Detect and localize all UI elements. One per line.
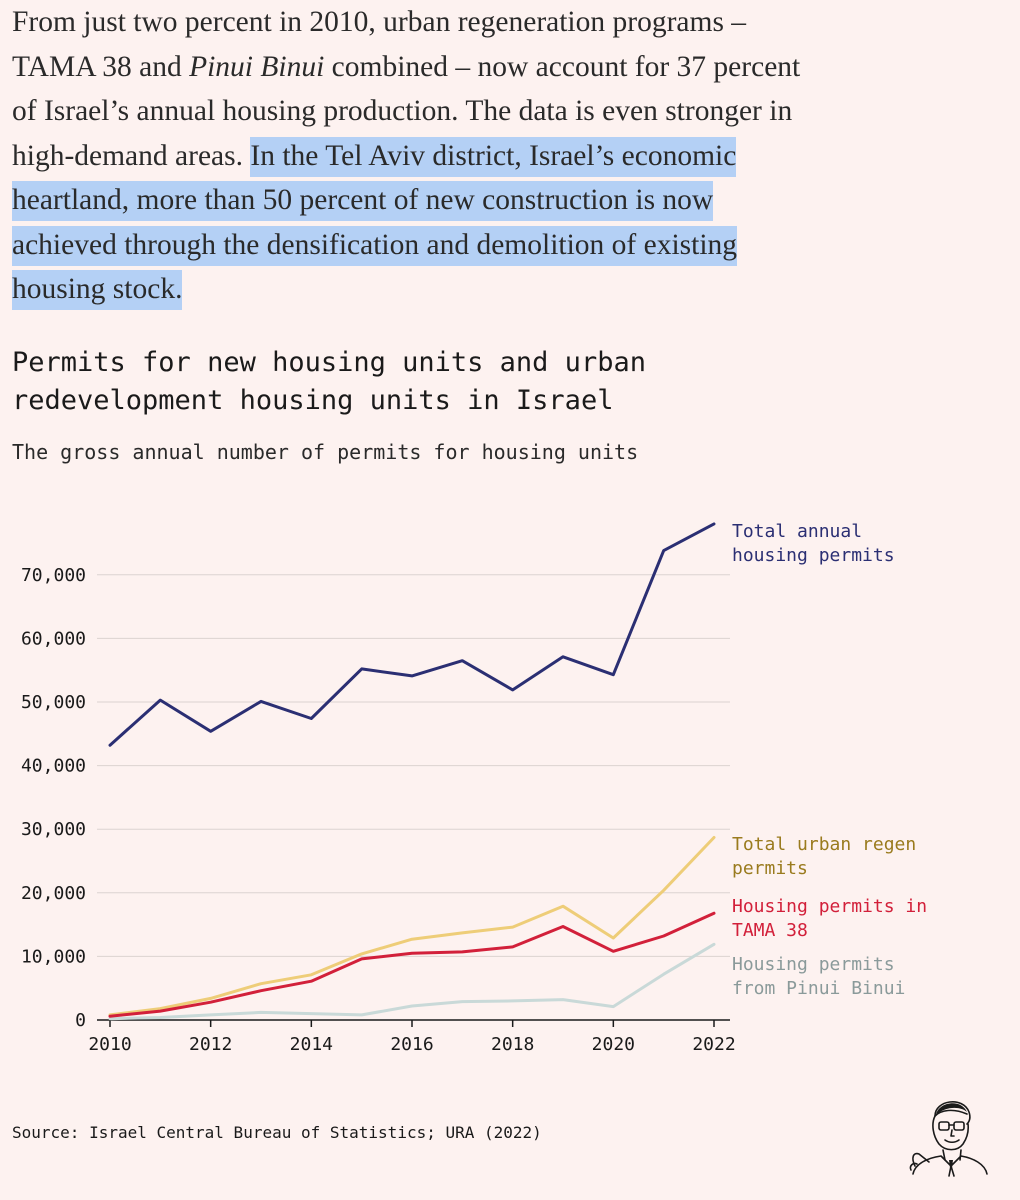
intro-line: of Israel’s annual housing production. T… (12, 89, 1002, 134)
line-chart: 0 10,000 20,000 30,000 40,000 50,000 60,000 70,… (21, 521, 927, 1055)
x-tick-label: 2018 (491, 1034, 534, 1055)
x-tick-label: 2022 (692, 1034, 735, 1055)
series-label-total: Total annual (732, 521, 862, 542)
intro-paragraph: From just two percent in 2010, urban reg… (12, 0, 1002, 312)
intro-line: high-demand areas. In the Tel Aviv distr… (12, 134, 1002, 179)
y-tick-label: 40,000 (21, 756, 86, 777)
y-tick-label: 30,000 (21, 819, 86, 840)
y-tick-label: 60,000 (21, 628, 86, 649)
series-label-pinui-binui: Housing permits (732, 954, 895, 975)
chart-title: Permits for new housing units and urban … (12, 344, 1002, 420)
intro-line: housing stock. (12, 267, 1002, 312)
series-line-tama38 (108, 911, 716, 1018)
intro-line: From just two percent in 2010, urban reg… (12, 0, 1002, 45)
intro-line: heartland, more than 50 percent of new c… (12, 178, 1002, 223)
intro-text: combined – now account for 37 percent (324, 50, 801, 83)
intro-text: of Israel’s annual housing production. T… (12, 95, 793, 127)
x-tick-label: 2020 (592, 1034, 635, 1055)
caricature-portrait-icon (905, 1088, 995, 1178)
x-tick-label: 2016 (390, 1034, 433, 1055)
y-tick-label: 20,000 (21, 883, 86, 904)
series-line-urban-regen (108, 836, 716, 1017)
series-label-urban-regen: permits (732, 858, 808, 879)
series-label-pinui-binui: from Pinui Binui (732, 978, 905, 999)
highlighted-text: heartland, more than 50 percent of new c… (12, 181, 714, 221)
intro-text: From just two percent in 2010, urban reg… (12, 6, 747, 38)
intro-line: achieved through the densification and d… (12, 223, 1002, 268)
series-label-urban-regen: Total urban regen (732, 834, 916, 855)
highlighted-text: housing stock. (12, 270, 183, 310)
highlighted-text: achieved through the densification and d… (12, 225, 738, 266)
x-tick-label: 2014 (290, 1034, 333, 1055)
source-note: Source: Israel Central Bureau of Statist… (12, 1123, 542, 1142)
intro-text: TAMA 38 and (12, 50, 190, 83)
y-tick-label: 70,000 (21, 565, 86, 586)
chart-subtitle: The gross annual number of permits for h… (12, 440, 639, 464)
chart-title-line: Permits for new housing units and urban (12, 347, 646, 378)
y-tick-label: 50,000 (21, 692, 86, 713)
series-label-total: housing permits (732, 545, 895, 566)
y-tick-label: 0 (75, 1010, 86, 1031)
y-tick-label: 10,000 (21, 946, 86, 967)
series-line-total (108, 522, 716, 747)
series-line-pinui-binui (108, 942, 716, 1021)
intro-text: high-demand areas. (12, 139, 251, 172)
intro-line: TAMA 38 and Pinui Binui combined – now a… (12, 45, 1002, 90)
chart-title-line: redevelopment housing units in Israel (12, 385, 614, 416)
series-label-tama38: TAMA 38 (732, 920, 808, 941)
highlighted-text: In the Tel Aviv district, Israel’s econo… (250, 136, 737, 177)
x-tick-label: 2012 (189, 1034, 232, 1055)
italic-term: Pinui Binui (189, 50, 325, 83)
series-label-tama38: Housing permits in (732, 896, 927, 917)
x-tick-label: 2010 (88, 1034, 131, 1055)
